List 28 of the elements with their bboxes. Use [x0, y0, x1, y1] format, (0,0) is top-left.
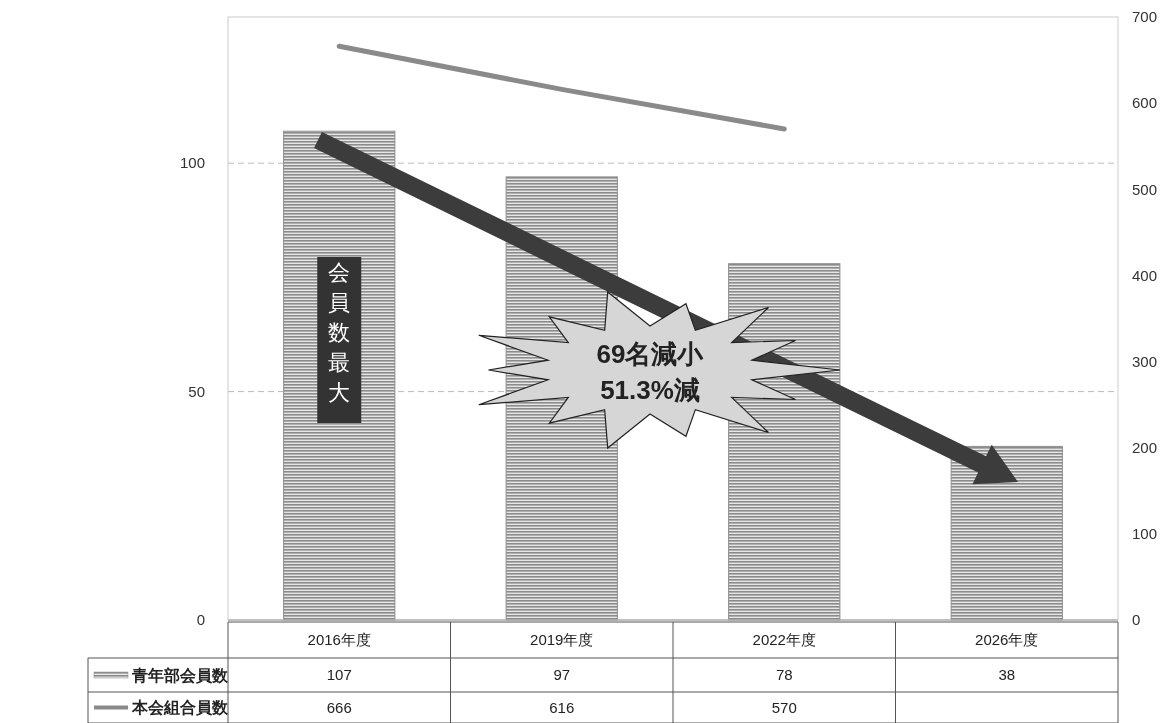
y-tick-label: 50 [188, 382, 205, 400]
y2-tick-label: 400 [1132, 266, 1158, 284]
annotation: 会員数最大 [328, 259, 351, 405]
y2-tick-label: 500 [1132, 180, 1158, 198]
x-tick-label: 2022年度 [752, 631, 816, 649]
y2-tick-label: 300 [1132, 352, 1158, 370]
data-label: 616 [549, 698, 575, 716]
y-tick-label: 100 [179, 154, 205, 172]
y2-tick-label: 600 [1132, 94, 1158, 112]
annotation: 51.3%減 [600, 375, 700, 406]
data-label: 107 [326, 666, 352, 684]
y2-tick-label: 0 [1132, 611, 1141, 629]
annotation: 69名減小 [596, 339, 705, 370]
x-tick-label: 2019年度 [530, 631, 594, 649]
data-label: 38 [998, 666, 1016, 684]
y2-tick-label: 200 [1132, 438, 1158, 456]
x-tick-label: 2026年度 [975, 631, 1039, 649]
data-label: 666 [326, 698, 352, 716]
data-label: 570 [771, 698, 797, 716]
data-label: 78 [775, 666, 793, 684]
x-tick-label: 2016年度 [307, 631, 371, 649]
y2-tick-label: 100 [1132, 525, 1158, 543]
y2-tick-label: 700 [1132, 8, 1158, 26]
data-label: 97 [553, 666, 571, 684]
legend-label: 本会組合員数 [131, 699, 229, 717]
bar [950, 445, 1063, 621]
legend-label: 青年部会員数 [131, 666, 229, 684]
y-tick-label: 0 [196, 611, 205, 629]
